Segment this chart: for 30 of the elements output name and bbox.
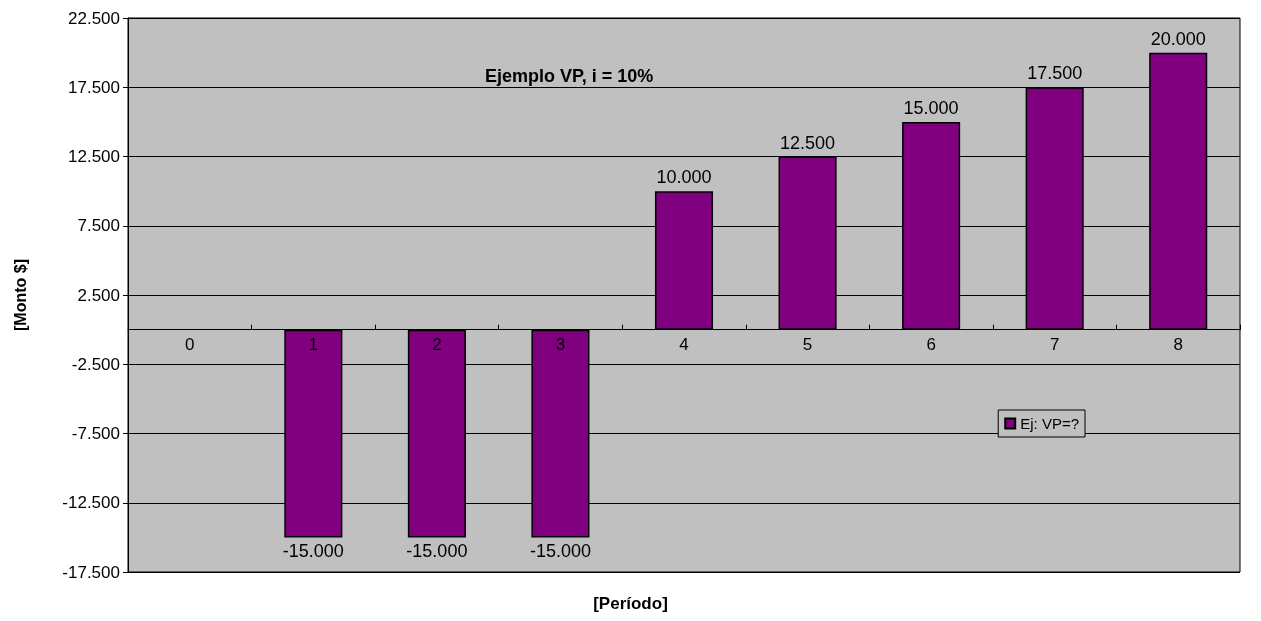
legend-label: Ej: VP=? (1020, 415, 1080, 432)
y-tick-label: -7.500 (71, 424, 120, 443)
y-tick-label: 22.500 (68, 8, 120, 28)
y-tick-label: 12.500 (68, 147, 120, 166)
data-label: -15.000 (529, 541, 591, 562)
data-label: 12.500 (780, 132, 836, 153)
text: Ejemplo VP, i = 10% (485, 66, 654, 86)
y-tick-label: 2.500 (77, 285, 120, 305)
y-tick-label: 7.500 (77, 216, 120, 236)
data-label: 20.000 (1150, 28, 1206, 49)
y-tick-label: -12.500 (62, 493, 120, 513)
data-label: 10.000 (656, 167, 712, 188)
x-tick-label: 1 (308, 335, 319, 354)
data-label: -15.000 (406, 541, 468, 562)
data-label: 17.500 (1027, 63, 1083, 84)
data-label: -15.000 (282, 541, 344, 562)
x-axis-title: [Período] (593, 594, 668, 613)
y-axis-title: [Monto $] (11, 259, 29, 331)
x-tick-label: 2 (432, 335, 442, 354)
x-tick-label: 4 (679, 335, 689, 354)
y-tick-label: -2.500 (71, 354, 120, 374)
x-tick-label: 6 (926, 335, 936, 354)
x-tick-label: 3 (555, 335, 566, 354)
y-tick-label: 17.500 (68, 77, 120, 97)
x-tick-label: 7 (1049, 335, 1060, 354)
x-tick-label: 0 (185, 335, 195, 354)
x-tick-label: 8 (1173, 335, 1183, 354)
data-label: 15.000 (903, 97, 959, 118)
x-tick-label: 5 (802, 335, 813, 354)
y-tick-label: -17.500 (62, 562, 120, 582)
